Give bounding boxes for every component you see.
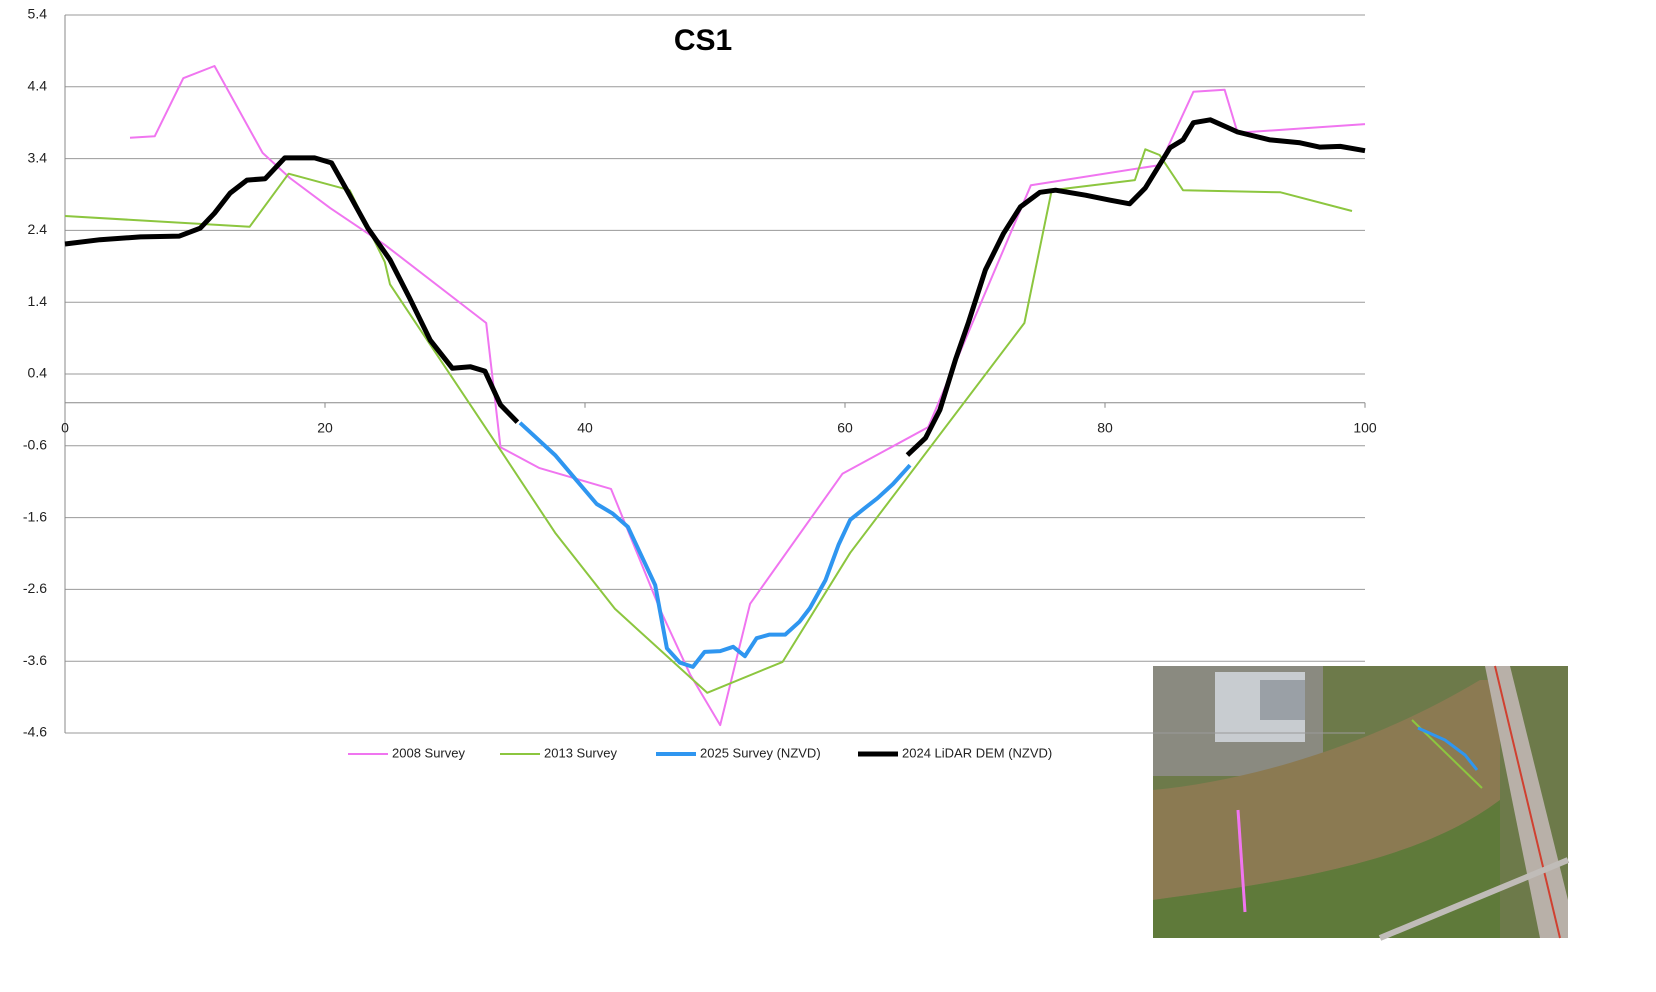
y-tick-label: 4.4 <box>28 78 48 94</box>
legend-label: 2024 LiDAR DEM (NZVD) <box>902 745 1052 760</box>
inset-map <box>1153 665 1570 941</box>
x-tick-label: 60 <box>837 419 853 435</box>
y-tick-label: 1.4 <box>28 293 48 309</box>
y-tick-label: -2.6 <box>23 580 47 596</box>
y-tick-label: -0.6 <box>23 437 47 453</box>
series-line <box>518 421 912 669</box>
x-tick-label: 40 <box>577 419 593 435</box>
y-tick-label: -3.6 <box>23 652 47 668</box>
legend-label: 2025 Survey (NZVD) <box>700 745 821 760</box>
y-tick-label: 3.4 <box>28 149 48 165</box>
y-tick-label: 0.4 <box>28 365 48 381</box>
grid <box>65 14 1365 734</box>
chart-title: CS1 <box>674 24 732 57</box>
x-tick-label: 20 <box>317 419 333 435</box>
legend-label: 2008 Survey <box>392 745 465 760</box>
y-tick-label: -4.6 <box>23 724 47 740</box>
x-tick-label: 100 <box>1353 419 1377 435</box>
series-line <box>64 117 1366 457</box>
y-tick-label: -1.6 <box>23 508 47 524</box>
legend-label: 2013 Survey <box>544 745 617 760</box>
y-tick-label: 5.4 <box>28 6 48 22</box>
x-tick-label: 80 <box>1097 419 1113 435</box>
x-tick-label: 0 <box>61 419 69 435</box>
y-tick-label: 2.4 <box>28 221 48 237</box>
series-line <box>129 65 1366 727</box>
